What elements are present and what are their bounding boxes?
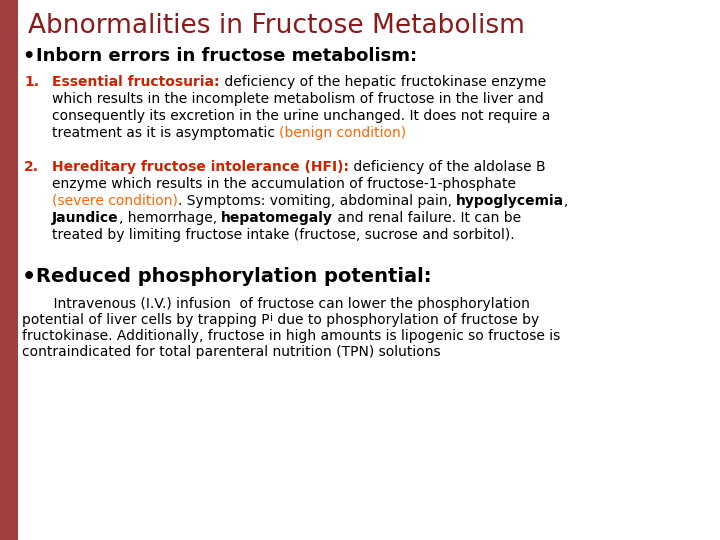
- Text: hepatomegaly: hepatomegaly: [221, 211, 333, 225]
- Text: , hemorrhage,: , hemorrhage,: [119, 211, 221, 225]
- Text: treated by limiting fructose intake (fructose, sucrose and sorbitol).: treated by limiting fructose intake (fru…: [52, 228, 515, 242]
- Text: ,: ,: [564, 194, 569, 208]
- Text: •: •: [22, 47, 35, 66]
- Text: . Symptoms: vomiting, abdominal pain,: . Symptoms: vomiting, abdominal pain,: [178, 194, 456, 208]
- Text: 1.: 1.: [24, 75, 39, 89]
- Text: (severe condition): (severe condition): [52, 194, 178, 208]
- Text: which results in the incomplete metabolism of fructose in the liver and: which results in the incomplete metaboli…: [52, 92, 544, 106]
- Text: i: i: [269, 313, 273, 323]
- Text: Hereditary fructose intolerance (HFI):: Hereditary fructose intolerance (HFI):: [52, 160, 349, 174]
- Text: treatment as it is asymptomatic: treatment as it is asymptomatic: [52, 126, 279, 140]
- Text: Inborn errors in fructose metabolism:: Inborn errors in fructose metabolism:: [36, 47, 417, 65]
- Text: hypoglycemia: hypoglycemia: [456, 194, 564, 208]
- Text: deficiency of the hepatic fructokinase enzyme: deficiency of the hepatic fructokinase e…: [220, 75, 546, 89]
- Text: fructokinase. Additionally, fructose in high amounts is lipogenic so fructose is: fructokinase. Additionally, fructose in …: [22, 329, 560, 343]
- Text: Reduced phosphorylation potential:: Reduced phosphorylation potential:: [36, 267, 431, 286]
- Text: Essential fructosuria:: Essential fructosuria:: [52, 75, 220, 89]
- Text: potential of liver cells by trapping P: potential of liver cells by trapping P: [22, 313, 269, 327]
- Text: due to phosphorylation of fructose by: due to phosphorylation of fructose by: [273, 313, 539, 327]
- Text: Abnormalities in Fructose Metabolism: Abnormalities in Fructose Metabolism: [28, 13, 525, 39]
- Text: deficiency of the aldolase B: deficiency of the aldolase B: [349, 160, 546, 174]
- Text: 2.: 2.: [24, 160, 39, 174]
- Text: Jaundice: Jaundice: [52, 211, 119, 225]
- Text: enzyme which results in the accumulation of fructose-1-phosphate: enzyme which results in the accumulation…: [52, 177, 516, 191]
- Text: •: •: [22, 267, 36, 287]
- Bar: [0, 0, 18, 540]
- Text: (benign condition): (benign condition): [279, 126, 407, 140]
- Text: and renal failure. It can be: and renal failure. It can be: [333, 211, 521, 225]
- Text: Intravenous (I.V.) infusion  of fructose can lower the phosphorylation: Intravenous (I.V.) infusion of fructose …: [36, 297, 530, 311]
- Text: consequently its excretion in the urine unchanged. It does not require a: consequently its excretion in the urine …: [52, 109, 550, 123]
- Text: contraindicated for total parenteral nutrition (TPN) solutions: contraindicated for total parenteral nut…: [22, 345, 441, 359]
